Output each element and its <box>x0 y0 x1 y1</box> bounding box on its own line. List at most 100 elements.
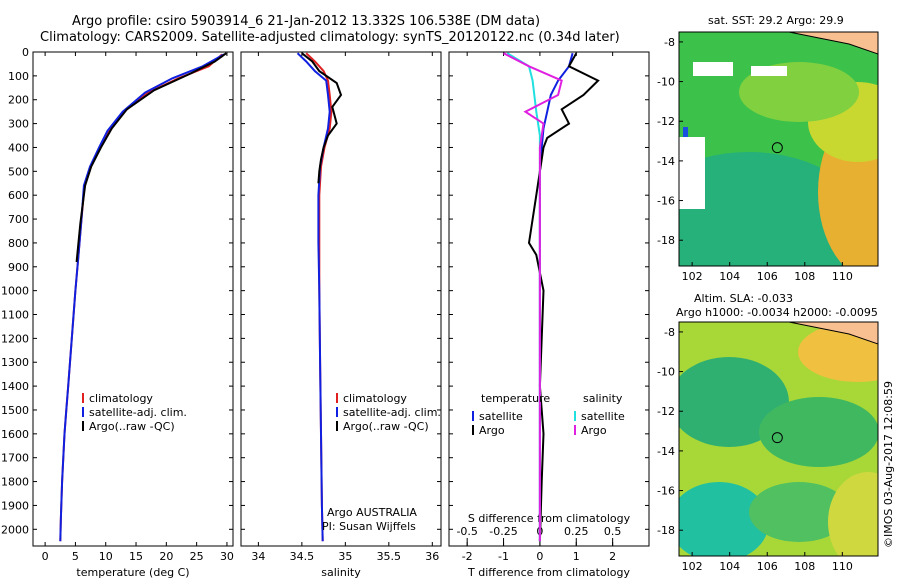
y-tick-label: 1500 <box>1 404 29 417</box>
y-tick-label: 1800 <box>1 476 29 489</box>
lat-tick-label: -8 <box>664 326 675 339</box>
y-tick-label: 700 <box>8 213 29 226</box>
x-tick-label: 15 <box>129 550 143 563</box>
copyright-stamp: ©IMOS 03-Aug-2017 12:08:59 <box>882 381 895 548</box>
y-tick-label: 300 <box>8 118 29 131</box>
series-line-3-2 <box>527 52 600 542</box>
x-tick-label: 30 <box>220 550 234 563</box>
x2-tick-label: -0.5 <box>456 525 477 538</box>
legend-label: Argo <box>479 424 505 437</box>
x-tick-label: 36 <box>425 550 439 563</box>
y-tick-label: 1400 <box>1 380 29 393</box>
sla-map-title-1: Altim. SLA: -0.033 <box>694 292 794 305</box>
x-tick-label: 2 <box>609 550 616 563</box>
sst-map-title: sat. SST: 29.2 Argo: 29.9 <box>708 14 844 27</box>
lon-tick-label: 108 <box>794 560 815 573</box>
x-tick-label: 34.5 <box>290 550 315 563</box>
lon-tick-label: 110 <box>832 560 853 573</box>
y-tick-label: 2000 <box>1 523 29 536</box>
sst-cold-pixel <box>683 127 688 137</box>
land-java <box>788 322 878 345</box>
lon-tick-label: 102 <box>682 560 703 573</box>
title-line-2: Climatology: CARS2009. Satellite-adjuste… <box>40 30 620 45</box>
x-tick-label: 25 <box>190 550 204 563</box>
plot-frame-2 <box>240 51 442 547</box>
plot-frame-3 <box>448 51 650 547</box>
x2-tick-label: 0.25 <box>564 525 589 538</box>
argo-position-marker <box>771 142 783 154</box>
series-line-1-1 <box>59 53 223 542</box>
x-tick-label: 0 <box>536 550 543 563</box>
y-tick-label: 1900 <box>1 499 29 512</box>
lon-tick-label: 108 <box>794 270 815 283</box>
y-tick-label: 200 <box>8 94 29 107</box>
legend-label: Argo(..raw -QC) <box>89 420 175 433</box>
legend-label: satellite-adj. clim. <box>89 406 187 419</box>
sst-missing-data <box>679 137 705 209</box>
lat-tick-label: -16 <box>657 195 675 208</box>
legend-label: Argo(..raw -QC) <box>343 420 429 433</box>
legend-label: satellite-adj. clim. <box>343 406 441 419</box>
legend-label: satellite <box>479 410 523 423</box>
lon-tick-label: 104 <box>719 560 740 573</box>
x-axis-label: T difference from climatology <box>467 566 630 579</box>
legend-label: satellite <box>581 410 625 423</box>
land-java <box>788 32 878 55</box>
y-tick-label: 900 <box>8 261 29 274</box>
sla-low-patch <box>759 397 878 467</box>
y-tick-label: 1200 <box>1 332 29 345</box>
x-tick-label: 10 <box>99 550 113 563</box>
x2-tick-label: -0.25 <box>489 525 517 538</box>
lat-tick-label: -8 <box>664 36 675 49</box>
x-tick-label: 0 <box>42 550 49 563</box>
series-line-1-3 <box>75 52 227 263</box>
series-line-2-2 <box>296 52 331 542</box>
y-tick-label: 1000 <box>1 285 29 298</box>
sst-mid-patch <box>739 62 859 122</box>
x-tick-label: -1 <box>498 550 509 563</box>
sst-map-frame <box>678 31 879 267</box>
panel-2-institution: Argo AUSTRALIA <box>327 506 417 519</box>
sst-missing-data <box>751 66 787 76</box>
panel-2-pi: PI: Susan Wijffels <box>322 520 416 533</box>
y-tick-label: 600 <box>8 189 29 202</box>
y-tick-label: 1600 <box>1 428 29 441</box>
lon-tick-label: 110 <box>832 270 853 283</box>
lat-tick-label: -12 <box>657 115 675 128</box>
x-tick-label: 1 <box>573 550 580 563</box>
series-line-3-1 <box>538 52 574 542</box>
sla-map-frame <box>678 321 879 557</box>
lat-tick-label: -18 <box>657 234 675 247</box>
y-tick-label: 400 <box>8 141 29 154</box>
series-line-1-2 <box>59 53 225 542</box>
lat-tick-label: -14 <box>657 155 675 168</box>
series-line-3-4 <box>503 52 563 542</box>
x-tick-label: 35.5 <box>377 550 402 563</box>
sla-map-field <box>679 322 878 556</box>
sst-missing-data <box>693 62 733 76</box>
x-tick-label: 20 <box>159 550 173 563</box>
y-tick-label: 800 <box>8 237 29 250</box>
argo-position-marker <box>771 432 783 444</box>
x-tick-label: 34 <box>251 550 265 563</box>
lat-tick-label: -18 <box>657 524 675 537</box>
lon-tick-label: 104 <box>719 270 740 283</box>
sla-low-patch <box>679 482 769 556</box>
y-tick-label: 1300 <box>1 356 29 369</box>
x-tick-label: -2 <box>462 550 473 563</box>
y-tick-label: 1100 <box>1 309 29 322</box>
sla-high-patch <box>828 472 878 556</box>
x2-tick-label: 0.5 <box>604 525 622 538</box>
series-line-2-3 <box>301 52 343 184</box>
lat-tick-label: -16 <box>657 485 675 498</box>
legend-label: Argo <box>581 424 607 437</box>
sla-map-title-2: Argo h1000: -0.0034 h2000: -0.0095 <box>676 306 878 319</box>
y-tick-label: 500 <box>8 165 29 178</box>
lat-tick-label: -12 <box>657 405 675 418</box>
x-axis-label: temperature (deg C) <box>76 566 189 579</box>
lon-tick-label: 106 <box>757 270 778 283</box>
series-line-3-3 <box>506 52 541 542</box>
x2-axis-label: S difference from climatology <box>468 512 631 525</box>
x-axis-label: salinity <box>321 566 361 579</box>
